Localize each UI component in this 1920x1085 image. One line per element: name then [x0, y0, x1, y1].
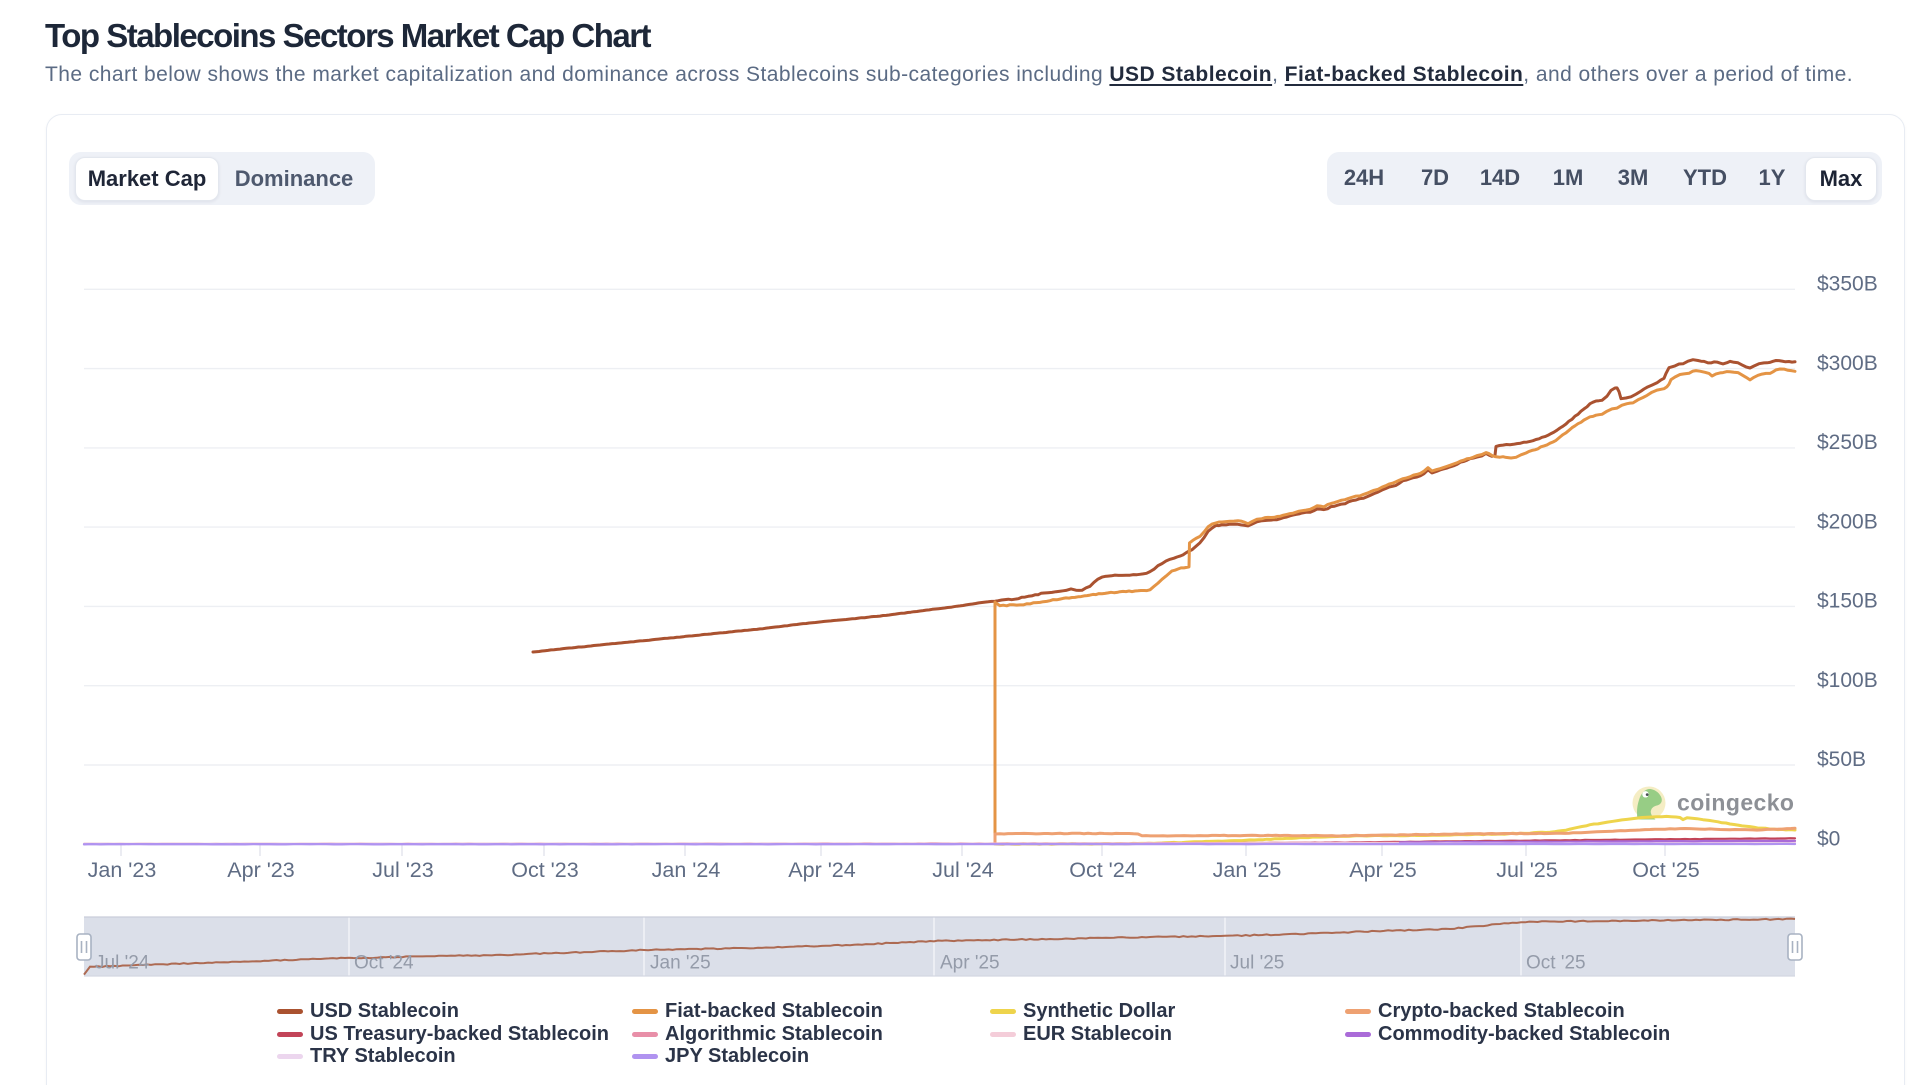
svg-text:Jan '24: Jan '24 — [652, 858, 721, 882]
svg-text:$300B: $300B — [1817, 352, 1878, 375]
svg-text:Oct '25: Oct '25 — [1632, 858, 1699, 882]
svg-text:$0: $0 — [1817, 828, 1840, 851]
svg-text:Jul '25: Jul '25 — [1496, 858, 1558, 882]
svg-text:$100B: $100B — [1817, 669, 1878, 692]
svg-text:Apr '23: Apr '23 — [227, 858, 294, 882]
svg-text:Apr '24: Apr '24 — [788, 858, 855, 882]
svg-text:Jan '23: Jan '23 — [88, 858, 157, 882]
svg-text:$250B: $250B — [1817, 431, 1878, 454]
svg-text:$350B: $350B — [1817, 273, 1878, 296]
svg-text:Jan '25: Jan '25 — [650, 953, 711, 974]
svg-text:Oct '24: Oct '24 — [1069, 858, 1136, 882]
svg-text:Oct '25: Oct '25 — [1526, 953, 1586, 974]
svg-text:coingecko: coingecko — [1677, 790, 1794, 816]
svg-text:Oct '23: Oct '23 — [511, 858, 578, 882]
svg-text:$50B: $50B — [1817, 748, 1866, 771]
svg-text:Oct '24: Oct '24 — [354, 953, 414, 974]
svg-text:Apr '25: Apr '25 — [1349, 858, 1416, 882]
svg-text:Apr '25: Apr '25 — [940, 953, 1000, 974]
svg-text:$200B: $200B — [1817, 510, 1878, 533]
svg-text:Jul '25: Jul '25 — [1230, 953, 1284, 974]
svg-text:Jul '24: Jul '24 — [95, 953, 150, 974]
svg-text:Jul '23: Jul '23 — [372, 858, 434, 882]
svg-text:Jul '24: Jul '24 — [932, 858, 994, 882]
svg-text:Jan '25: Jan '25 — [1213, 858, 1282, 882]
svg-text:$150B: $150B — [1817, 590, 1878, 613]
